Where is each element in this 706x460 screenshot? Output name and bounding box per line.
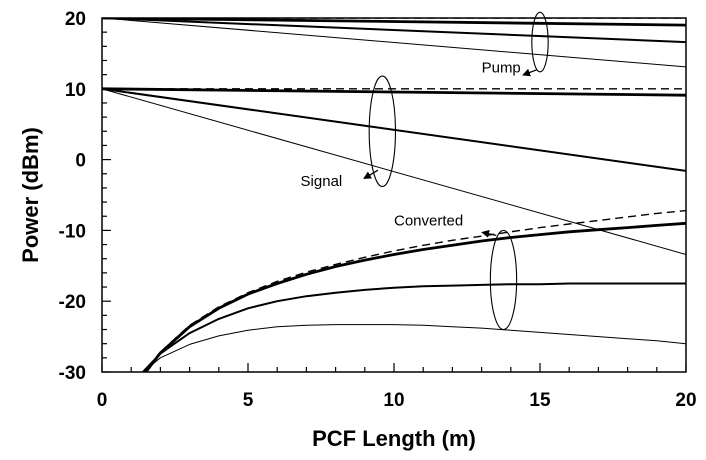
y-tick-label: -30 (59, 363, 86, 384)
y-tick-label: -10 (59, 221, 86, 242)
signal-arrow (363, 169, 379, 180)
x-tick-label: 15 (529, 390, 551, 411)
series-line-pump-medium (102, 18, 686, 44)
series-line-converted-dashed (145, 209, 686, 372)
x-tick-label: 20 (675, 390, 696, 411)
series-layer (102, 18, 686, 372)
plot-frame (101, 17, 687, 373)
x-tick-label: 0 (97, 390, 108, 411)
y-tick-label: 10 (65, 80, 86, 101)
converted-arrow (481, 229, 497, 238)
annotation-layer: Pump Signal Converted (301, 11, 549, 331)
y-axis-title: Power (dBm) (18, 127, 43, 263)
x-tick-label: 5 (243, 390, 254, 411)
converted-group-ellipse (489, 229, 518, 331)
signal-label: Signal (301, 173, 343, 190)
pump-label: Pump (482, 60, 521, 77)
y-tick-label: 20 (65, 9, 86, 30)
series-line-signal-medium (102, 87, 686, 172)
y-tick-label: 0 (75, 151, 86, 172)
series-line-pump-thick (102, 18, 686, 27)
series-line-pump-thin (102, 18, 686, 68)
series-line-signal-thin (102, 88, 686, 255)
series-line-converted-medium (142, 282, 686, 372)
y-tick-label: -20 (59, 292, 86, 313)
x-tick-label: 10 (383, 390, 404, 411)
series-line-converted-thin (142, 324, 686, 372)
series-line-signal-thick (102, 87, 686, 97)
tick-layer: 0 5 10 15 20 -30 -20 -10 0 10 20 (59, 9, 697, 411)
pump-group-ellipse (531, 11, 549, 73)
signal-group-ellipse (368, 75, 397, 188)
converted-label: Converted (394, 212, 463, 229)
series-line-converted-thick (144, 221, 686, 372)
x-axis-title: PCF Length (m) (312, 426, 476, 451)
pump-arrow (522, 68, 538, 77)
